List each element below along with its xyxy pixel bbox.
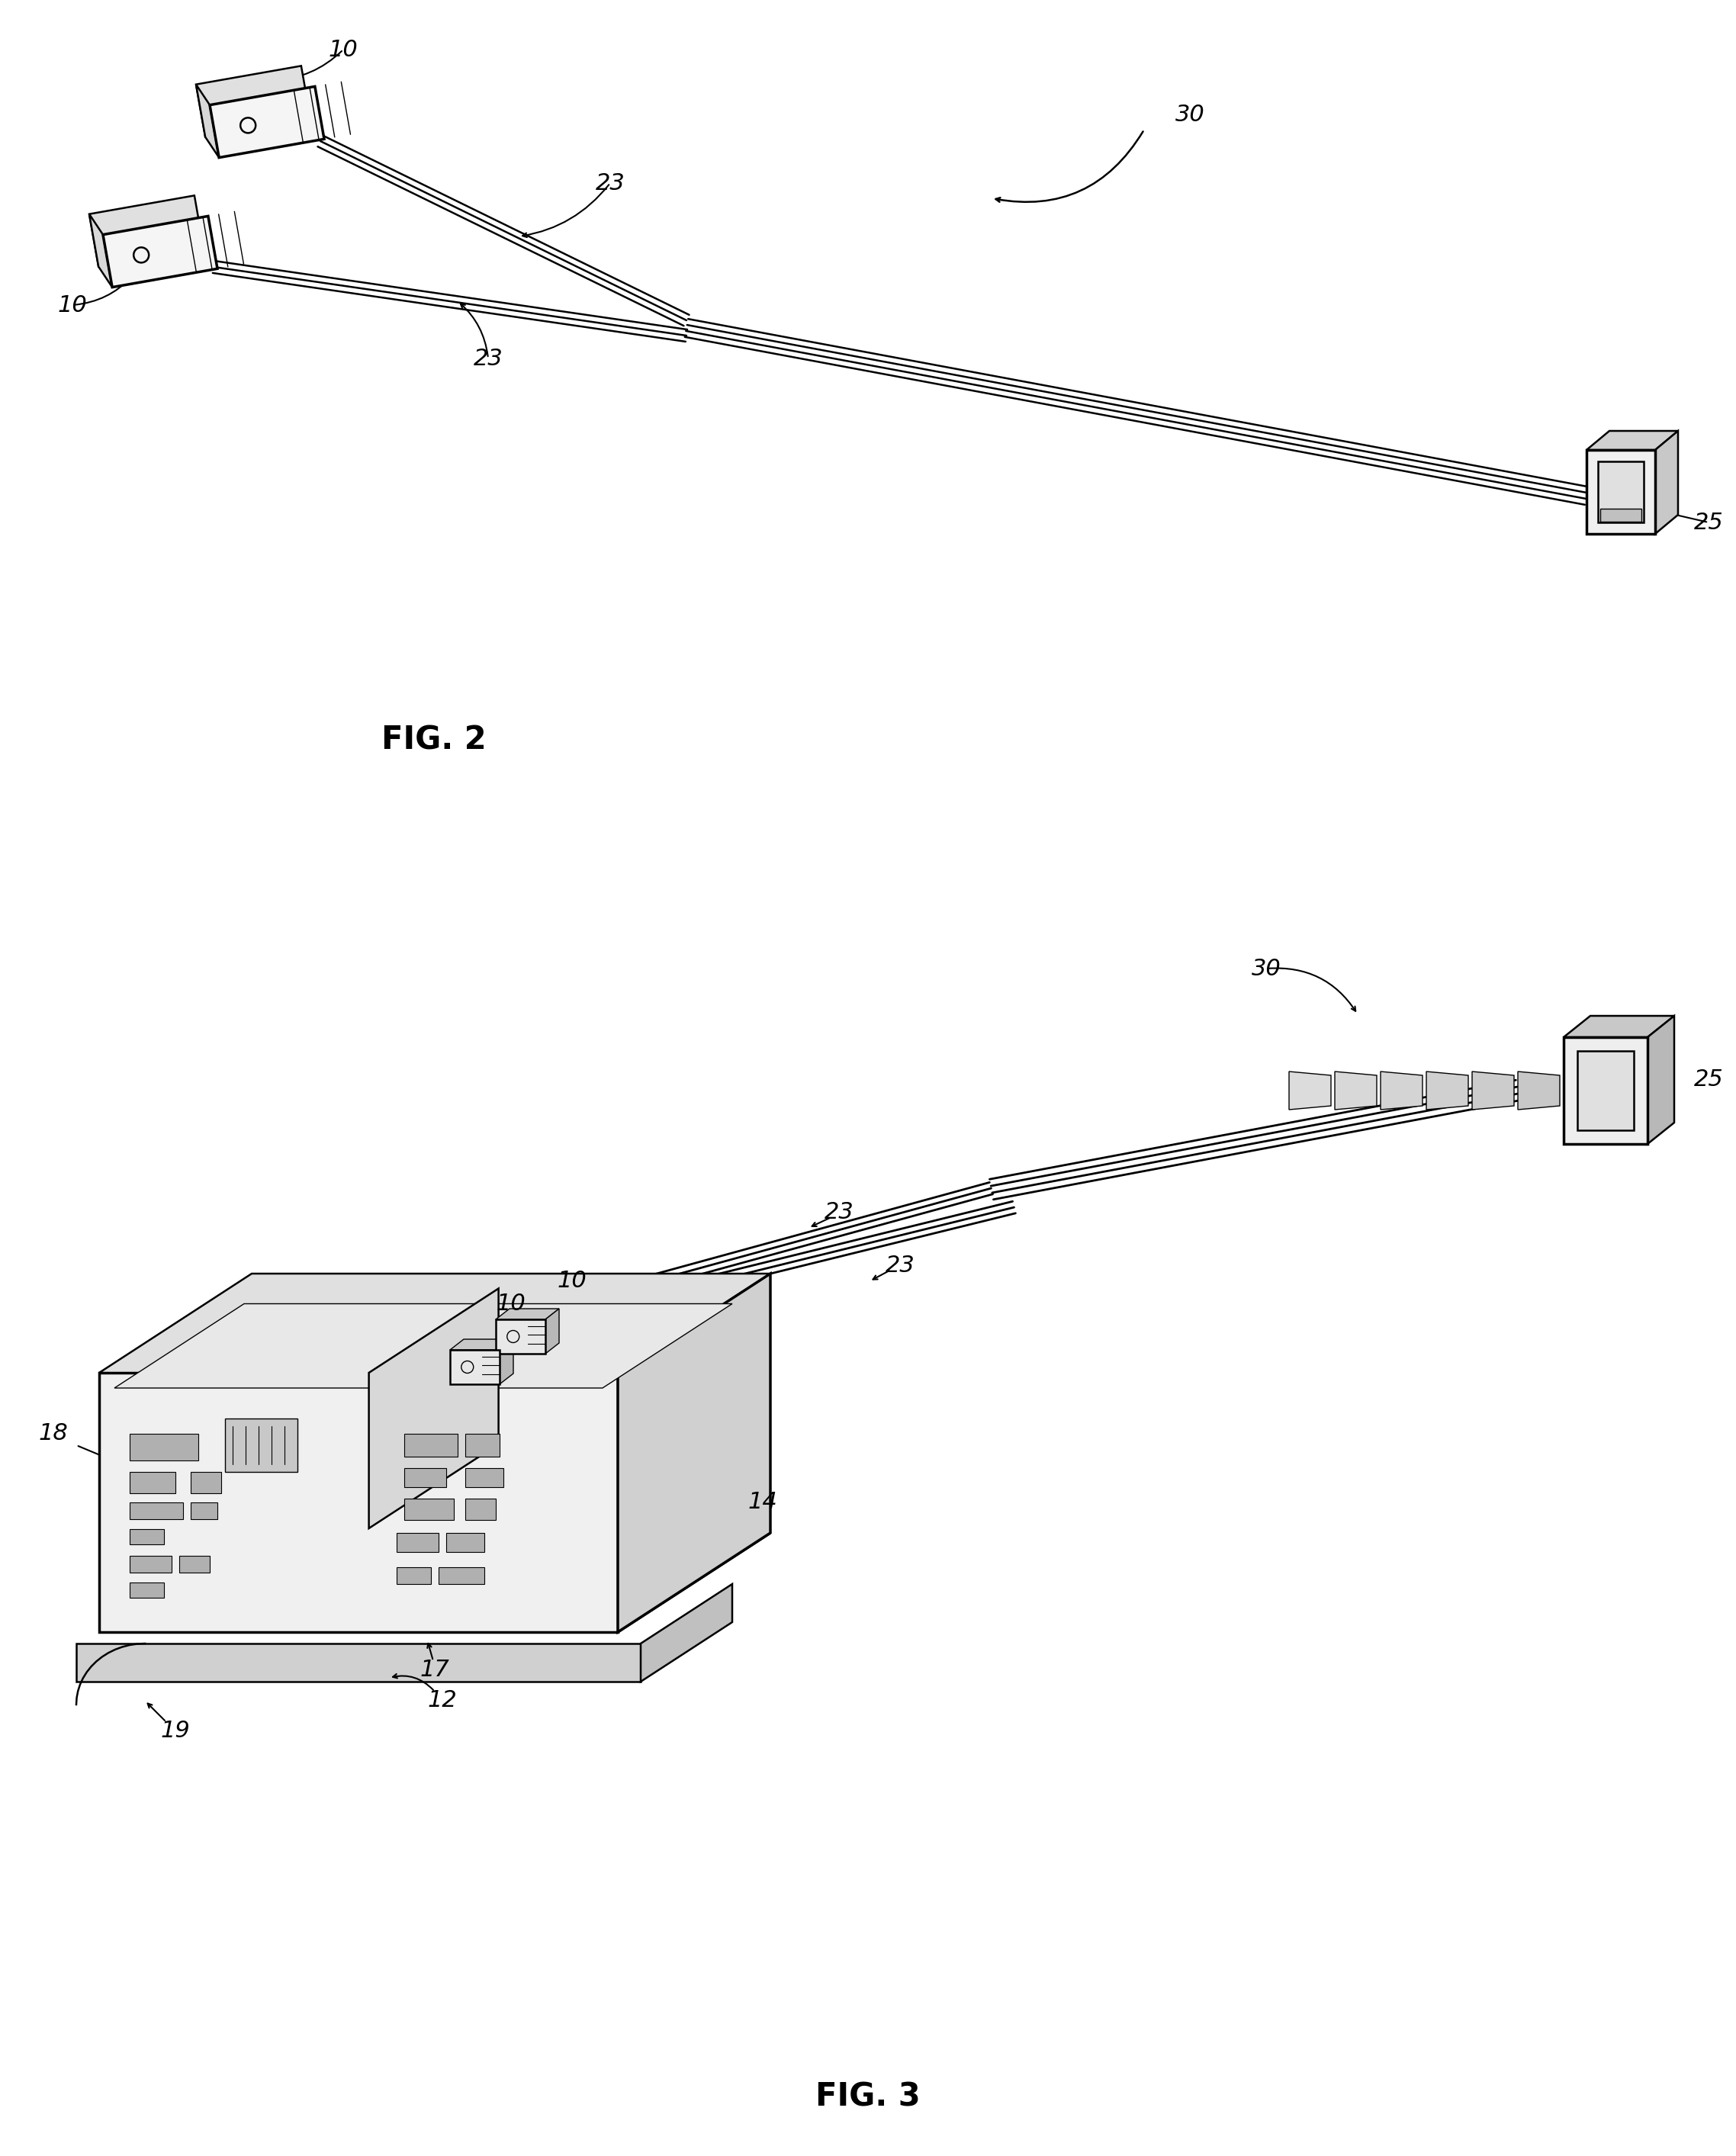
Polygon shape [404,1468,446,1488]
Polygon shape [130,1434,198,1460]
Polygon shape [130,1503,182,1520]
Polygon shape [130,1473,175,1494]
Polygon shape [99,1274,771,1373]
Text: 30: 30 [1175,103,1205,125]
Polygon shape [1564,1015,1674,1037]
Polygon shape [99,1533,771,1632]
Polygon shape [500,1339,514,1384]
Polygon shape [196,67,311,138]
Polygon shape [446,1533,484,1552]
Polygon shape [450,1339,514,1350]
Text: 18: 18 [38,1423,68,1445]
Polygon shape [465,1434,500,1457]
Polygon shape [1472,1072,1514,1110]
Text: 23: 23 [825,1201,854,1225]
Text: 25: 25 [1694,1067,1724,1091]
Polygon shape [1601,509,1642,522]
Polygon shape [1335,1072,1377,1110]
Text: 10: 10 [57,293,87,317]
Polygon shape [89,196,203,267]
Polygon shape [191,1473,220,1494]
Polygon shape [618,1274,771,1632]
Polygon shape [404,1498,453,1520]
Text: 17: 17 [420,1660,450,1682]
Polygon shape [1597,461,1644,522]
Polygon shape [130,1529,163,1544]
Text: 12: 12 [427,1690,457,1712]
Polygon shape [368,1289,498,1529]
Polygon shape [130,1557,172,1572]
Text: FIG. 2: FIG. 2 [382,724,486,757]
Polygon shape [1564,1037,1647,1145]
Polygon shape [89,213,113,287]
Text: 23: 23 [885,1255,915,1276]
Polygon shape [179,1557,210,1572]
Text: FIG. 3: FIG. 3 [816,2081,920,2113]
Polygon shape [130,1583,163,1598]
Text: 23: 23 [595,172,625,194]
Polygon shape [99,1373,618,1632]
Polygon shape [404,1434,458,1457]
Polygon shape [545,1309,559,1354]
Polygon shape [115,1304,733,1388]
Polygon shape [196,84,219,157]
Polygon shape [450,1350,500,1384]
Polygon shape [76,1643,641,1682]
Text: 10: 10 [328,39,358,60]
Polygon shape [1427,1072,1469,1110]
Polygon shape [1587,431,1679,451]
Polygon shape [1517,1072,1561,1110]
Polygon shape [396,1567,431,1585]
Text: 10: 10 [557,1270,587,1291]
Polygon shape [226,1419,297,1473]
Text: 30: 30 [1252,957,1281,979]
Polygon shape [1587,451,1654,535]
Text: 23: 23 [474,347,503,369]
Polygon shape [465,1498,496,1520]
Text: 14: 14 [748,1492,778,1514]
Polygon shape [1290,1072,1332,1110]
Polygon shape [1647,1015,1674,1145]
Text: 25: 25 [1694,511,1724,533]
Polygon shape [102,216,217,287]
Text: 19: 19 [161,1720,191,1742]
Polygon shape [396,1533,439,1552]
Polygon shape [496,1309,559,1319]
Polygon shape [496,1319,545,1354]
Polygon shape [1654,431,1679,535]
Polygon shape [210,86,325,157]
Text: 10: 10 [496,1294,526,1315]
Polygon shape [465,1468,503,1488]
Polygon shape [1380,1072,1422,1110]
Polygon shape [191,1503,217,1520]
Polygon shape [439,1567,484,1585]
Polygon shape [641,1585,733,1682]
Polygon shape [1578,1050,1634,1130]
